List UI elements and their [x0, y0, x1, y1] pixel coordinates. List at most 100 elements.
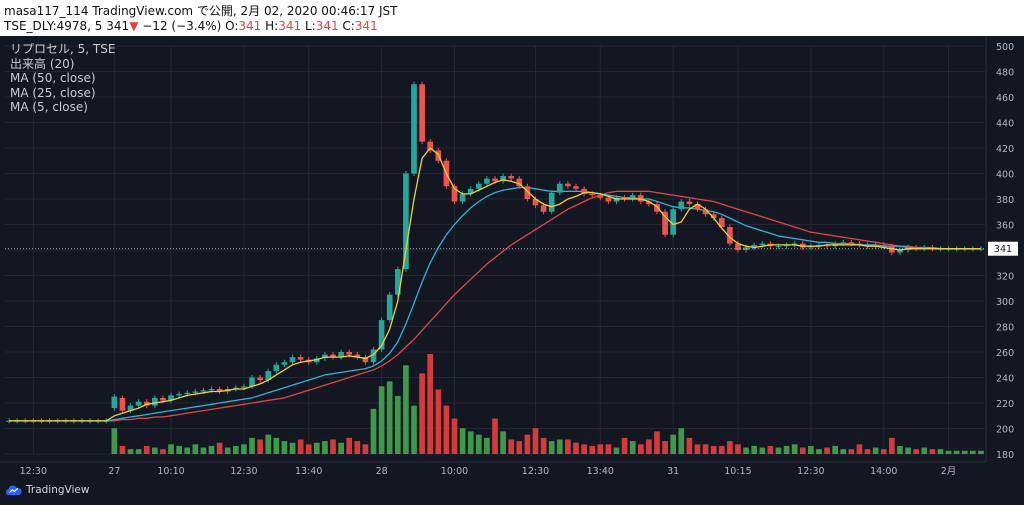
price-tick-label: 220	[996, 399, 1014, 410]
candle-body	[208, 388, 215, 391]
legend-ma5[interactable]: MA (5, close)	[10, 100, 88, 114]
volume-bar	[232, 445, 239, 454]
time-tick-label: 13:40	[587, 466, 614, 477]
legend-title[interactable]: リプロセル, 5, TSE	[10, 42, 116, 56]
volume-bar	[751, 445, 758, 454]
volume-bar	[281, 441, 288, 454]
candle-body	[670, 209, 677, 235]
time-tick-label: 12:30	[797, 466, 824, 477]
volume-bar	[808, 445, 814, 454]
volume-bar	[338, 442, 344, 454]
chart-panel[interactable]: 1802002202402602803003203403603804004204…	[0, 36, 1024, 482]
volume-bar	[880, 449, 887, 454]
volume-bar	[556, 439, 563, 454]
legend-volume[interactable]: 出来高 (20)	[10, 56, 75, 71]
volume-bar	[961, 450, 968, 454]
volume-bar	[678, 428, 685, 454]
time-tick-label: 12:30	[20, 466, 47, 477]
candle-body	[548, 192, 555, 212]
candle-body	[313, 358, 320, 363]
time-tick-label: 10:15	[724, 466, 751, 477]
last-price-badge-label: 341	[994, 244, 1012, 255]
last-price: 341	[106, 19, 130, 33]
close-value: 341	[354, 19, 378, 33]
candle-body	[176, 394, 182, 396]
candle-body	[484, 178, 490, 184]
volume-bar	[200, 447, 207, 454]
candle-body	[702, 209, 709, 215]
candle-body	[370, 349, 377, 363]
candle-body	[354, 354, 361, 358]
volume-bar	[370, 408, 377, 454]
volume-bar	[710, 445, 717, 454]
time-tick-label: 27	[108, 466, 120, 477]
candle-body	[565, 183, 571, 187]
volume-bar	[783, 445, 790, 454]
candle-body	[718, 218, 725, 228]
candle-body	[678, 201, 685, 210]
price-tick-label: 280	[996, 323, 1014, 334]
candle-body	[759, 243, 766, 245]
candle-body	[216, 388, 223, 392]
volume-bar	[670, 434, 677, 454]
volume-bar	[702, 444, 709, 454]
candle-body	[362, 357, 369, 363]
candle-body	[686, 201, 693, 205]
volume-bar	[484, 437, 490, 454]
ma25-layer	[9, 186, 981, 422]
candle-body	[378, 320, 385, 350]
candle-body	[889, 246, 895, 253]
candle-body	[168, 395, 174, 401]
volume-bar	[192, 444, 199, 454]
volume-bar	[856, 444, 863, 454]
price-tick-label: 320	[996, 272, 1014, 283]
indicator-legend: リプロセル, 5, TSE 出来高 (20) MA (50, close) MA…	[10, 42, 115, 115]
volume-bar	[775, 447, 782, 454]
volume-bar	[411, 405, 417, 454]
volume-bar	[273, 437, 280, 454]
time-axis[interactable]: 12:30 27 10:10 12:30 13:40 28 10:00 12:30 13:40 3…	[0, 461, 986, 477]
volume-bar	[605, 444, 612, 454]
price-chart[interactable]: 1802002202402602803003203403603804004204…	[0, 36, 1024, 482]
time-tick-label: 12:30	[230, 466, 257, 477]
volume-bar	[135, 449, 142, 454]
candle-body	[451, 186, 458, 202]
tradingview-logo[interactable]: TradingView	[6, 484, 89, 496]
volume-bar	[362, 444, 369, 454]
volume-bar	[581, 444, 587, 454]
candle-body	[589, 193, 596, 196]
volume-bar	[694, 444, 701, 454]
volume-bar	[467, 431, 474, 454]
candle-body	[840, 242, 847, 244]
volume-bar	[662, 441, 668, 454]
volume-bar	[305, 444, 312, 454]
volume-bar	[565, 439, 571, 454]
ma5-line	[9, 147, 981, 422]
price-tick-label: 300	[996, 297, 1014, 308]
candle-body	[492, 178, 498, 182]
volume-bar	[767, 445, 774, 454]
high-value: 341	[278, 19, 302, 33]
volume-bar	[832, 445, 838, 454]
volume-bar	[937, 449, 944, 454]
time-tick-label: 14:00	[870, 466, 897, 477]
candle-body	[127, 405, 134, 411]
candle-body	[241, 386, 247, 388]
candle-body	[775, 246, 782, 248]
tradingview-brand: TradingView	[26, 484, 90, 496]
volume-bar	[443, 405, 450, 454]
grid-lines	[5, 45, 985, 455]
candle-body	[654, 204, 660, 212]
volume-bars	[111, 354, 984, 454]
price-tick-label: 360	[996, 221, 1014, 232]
legend-ma50[interactable]: MA (50, close)	[10, 71, 96, 85]
volume-bar	[265, 434, 272, 454]
volume-bar	[524, 434, 531, 454]
volume-bar	[913, 449, 919, 454]
volume-bar	[654, 431, 660, 454]
volume-bar	[686, 437, 693, 454]
legend-ma25[interactable]: MA (25, close)	[10, 85, 96, 100]
volume-bar	[152, 447, 158, 454]
volume-bar	[735, 444, 741, 454]
volume-bar	[127, 449, 134, 454]
